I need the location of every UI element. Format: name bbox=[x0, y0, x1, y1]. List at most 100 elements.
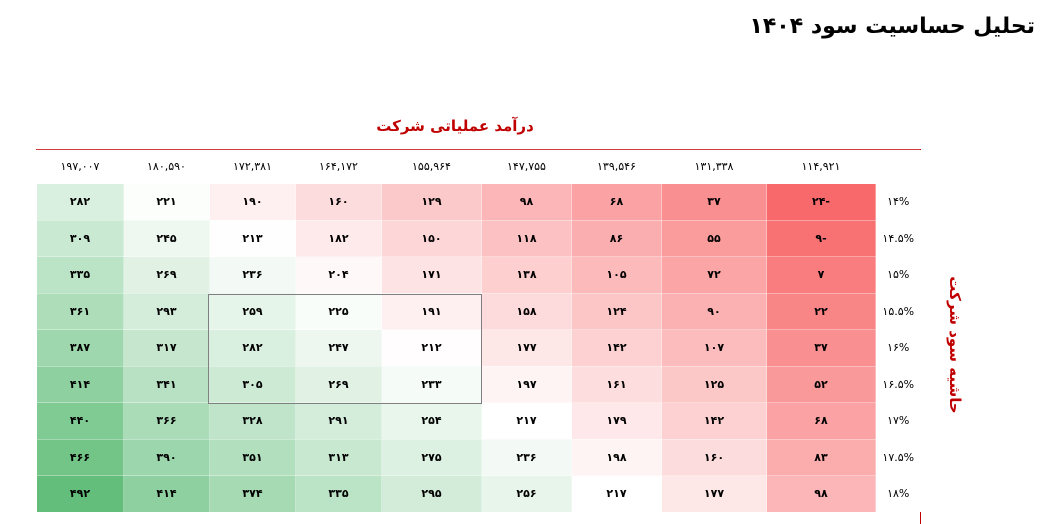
value-cell: ۲۸۲ bbox=[36, 183, 124, 221]
value-cell: ۱۹۸ bbox=[571, 438, 662, 476]
value-cell: ۳۷ bbox=[661, 183, 767, 221]
value-cell: ۸۳ bbox=[766, 438, 876, 476]
value-cell: ۲۵۶ bbox=[481, 475, 572, 513]
value-cell: ۳۶۶ bbox=[123, 402, 210, 440]
value-cell: ۲۲۵ bbox=[295, 292, 382, 330]
value-cell: ۱۹۰ bbox=[209, 183, 296, 221]
column-header: ۱۱۴,۹۲۱ bbox=[766, 150, 876, 184]
value-cell: ۷۲ bbox=[661, 256, 767, 294]
value-cell: ۲۵۴ bbox=[381, 402, 482, 440]
value-cell: ۶۸ bbox=[571, 183, 662, 221]
value-cell: ۱۷۹ bbox=[571, 402, 662, 440]
value-cell: ۲۶۹ bbox=[295, 365, 382, 403]
row-label: ۱۷% bbox=[875, 402, 921, 439]
table-row: ۱۶% ۳۷ ۱۰۷ ۱۴۲ ۱۷۷ ۲۱۲ ۲۴۷ ۲۸۲ ۳۱۷ ۳۸۷ bbox=[36, 329, 921, 367]
value-cell: ۲۵۹ bbox=[209, 292, 296, 330]
value-cell: ۱۴۲ bbox=[661, 402, 767, 440]
value-cell: ۲۳۶ bbox=[481, 438, 572, 476]
column-header: ۱۶۴,۱۷۲ bbox=[295, 150, 382, 184]
value-cell: ۲۶۹ bbox=[123, 256, 210, 294]
value-cell: ۳۳۵ bbox=[36, 256, 124, 294]
row-axis-label: حاشیه سود شرکت bbox=[946, 276, 964, 414]
header-row: ۱۱۴,۹۲۱ ۱۳۱,۳۳۸ ۱۳۹,۵۴۶ ۱۴۷,۷۵۵ ۱۵۵,۹۶۴ ۱۶۴,۱… bbox=[36, 150, 921, 184]
value-cell: ۱۷۷ bbox=[661, 475, 767, 513]
table-row: ۱۸% ۹۸ ۱۷۷ ۲۱۷ ۲۵۶ ۲۹۵ ۳۳۵ ۳۷۴ ۴۱۴ ۴۹۲ bbox=[36, 475, 921, 513]
value-cell: ۲۳۶ bbox=[209, 256, 296, 294]
value-cell: ۲۱۷ bbox=[481, 402, 572, 440]
column-axis-label: درآمد عملیاتی شرکت bbox=[376, 117, 534, 135]
value-cell: ۲۷۵ bbox=[381, 438, 482, 476]
value-cell: ۳۷۴ bbox=[209, 475, 296, 513]
value-cell: ۴۹۲ bbox=[36, 475, 124, 513]
value-cell: ۴۴۰ bbox=[36, 402, 124, 440]
value-cell: ۲۱۳ bbox=[209, 219, 296, 257]
value-cell: ۱۳۸ bbox=[481, 256, 572, 294]
row-label: ۱۵% bbox=[875, 256, 921, 293]
value-cell: ۳۰۹ bbox=[36, 219, 124, 257]
value-cell: ۱۰۷ bbox=[661, 329, 767, 367]
column-header: ۱۳۹,۵۴۶ bbox=[571, 150, 662, 184]
value-cell: ۷ bbox=[766, 256, 876, 294]
value-cell: ۳۱۷ bbox=[123, 329, 210, 367]
value-cell: ۳۹۰ bbox=[123, 438, 210, 476]
row-label: ۱۴% bbox=[875, 183, 921, 220]
frame-border-right bbox=[920, 149, 921, 524]
value-cell: ۱۱۸ bbox=[481, 219, 572, 257]
value-cell: ۸۶ bbox=[571, 219, 662, 257]
value-cell: ۴۶۶ bbox=[36, 438, 124, 476]
value-cell: ۲۸۲ bbox=[209, 329, 296, 367]
value-cell: ۳۰۵ bbox=[209, 365, 296, 403]
value-cell: ۲۰۴ bbox=[295, 256, 382, 294]
value-cell: ۵۵ bbox=[661, 219, 767, 257]
value-cell: ۳۳۵ bbox=[295, 475, 382, 513]
value-cell: ۳۶۱ bbox=[36, 292, 124, 330]
value-cell: ۲۲ bbox=[766, 292, 876, 330]
table-row: ۱۴% -۲۴ ۳۷ ۶۸ ۹۸ ۱۲۹ ۱۶۰ ۱۹۰ ۲۲۱ ۲۸۲ bbox=[36, 183, 921, 221]
value-cell: ۳۵۱ bbox=[209, 438, 296, 476]
column-header: ۱۳۱,۳۳۸ bbox=[661, 150, 767, 184]
page-title: تحلیل حساسیت سود ۱۴۰۴ bbox=[749, 14, 1035, 39]
value-cell: ۱۷۷ bbox=[481, 329, 572, 367]
value-cell: ۳۷ bbox=[766, 329, 876, 367]
column-header: ۱۸۰,۵۹۰ bbox=[123, 150, 210, 184]
row-label: ۱۴.۵% bbox=[875, 220, 921, 257]
value-cell: ۱۵۸ bbox=[481, 292, 572, 330]
value-cell: ۳۸۷ bbox=[36, 329, 124, 367]
value-cell: ۱۵۰ bbox=[381, 219, 482, 257]
table-row: ۱۷.۵% ۸۳ ۱۶۰ ۱۹۸ ۲۳۶ ۲۷۵ ۳۱۳ ۳۵۱ ۳۹۰ ۴۶۶ bbox=[36, 438, 921, 476]
table-row: ۱۵% ۷ ۷۲ ۱۰۵ ۱۳۸ ۱۷۱ ۲۰۴ ۲۳۶ ۲۶۹ ۳۳۵ bbox=[36, 256, 921, 294]
row-label: ۱۷.۵% bbox=[875, 439, 921, 476]
value-cell: ۳۱۳ bbox=[295, 438, 382, 476]
value-cell: ۹۰ bbox=[661, 292, 767, 330]
frame-border-top bbox=[36, 149, 921, 150]
column-header: ۱۵۵,۹۶۴ bbox=[381, 150, 482, 184]
value-cell: ۵۲ bbox=[766, 365, 876, 403]
table-row: ۱۵.۵% ۲۲ ۹۰ ۱۲۴ ۱۵۸ ۱۹۱ ۲۲۵ ۲۵۹ ۲۹۳ ۳۶۱ bbox=[36, 292, 921, 330]
value-cell: ۲۴۵ bbox=[123, 219, 210, 257]
value-cell: -۹ bbox=[766, 219, 876, 257]
table-row: ۱۷% ۶۸ ۱۴۲ ۱۷۹ ۲۱۷ ۲۵۴ ۲۹۱ ۳۲۸ ۳۶۶ ۴۴۰ bbox=[36, 402, 921, 440]
value-cell: ۱۶۱ bbox=[571, 365, 662, 403]
row-label: ۱۶% bbox=[875, 329, 921, 366]
value-cell: ۲۹۳ bbox=[123, 292, 210, 330]
row-label: ۱۸% bbox=[875, 475, 921, 512]
value-cell: ۱۹۷ bbox=[481, 365, 572, 403]
value-cell: ۱۲۴ bbox=[571, 292, 662, 330]
value-cell: ۱۴۲ bbox=[571, 329, 662, 367]
value-cell: ۴۱۴ bbox=[123, 475, 210, 513]
value-cell: ۲۹۵ bbox=[381, 475, 482, 513]
column-header: ۱۷۲,۳۸۱ bbox=[209, 150, 296, 184]
value-cell: ۹۸ bbox=[766, 475, 876, 513]
value-cell: ۲۱۲ bbox=[381, 329, 482, 367]
value-cell: -۲۴ bbox=[766, 183, 876, 221]
row-label: ۱۶.۵% bbox=[875, 366, 921, 403]
value-cell: ۹۸ bbox=[481, 183, 572, 221]
value-cell: ۳۲۸ bbox=[209, 402, 296, 440]
value-cell: ۲۴۷ bbox=[295, 329, 382, 367]
value-cell: ۱۷۱ bbox=[381, 256, 482, 294]
value-cell: ۳۴۱ bbox=[123, 365, 210, 403]
value-cell: ۶۸ bbox=[766, 402, 876, 440]
value-cell: ۲۹۱ bbox=[295, 402, 382, 440]
value-cell: ۱۰۵ bbox=[571, 256, 662, 294]
corner-cell bbox=[875, 150, 921, 184]
